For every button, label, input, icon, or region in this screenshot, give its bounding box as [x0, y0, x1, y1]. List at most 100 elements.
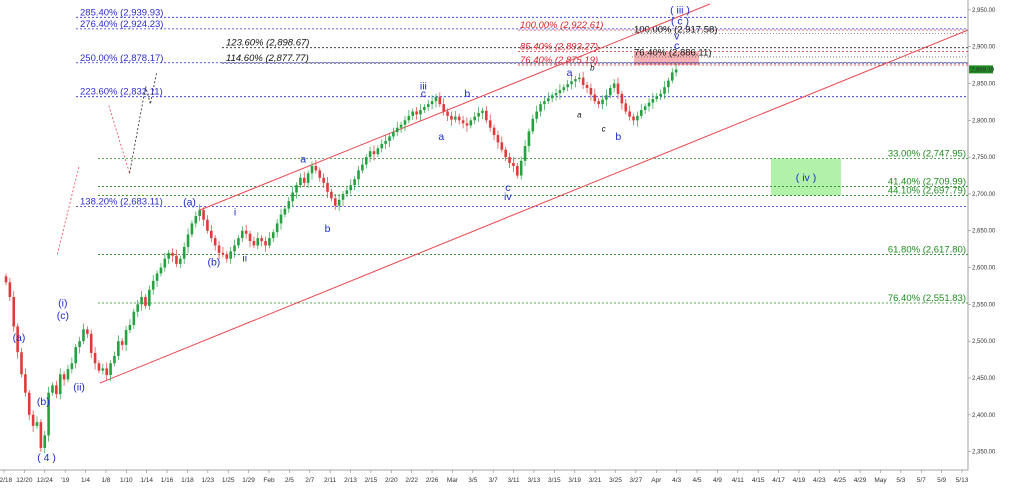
wave-label-small-2: c — [602, 124, 606, 133]
candle-body-76 — [299, 177, 302, 186]
candle-body-118 — [461, 120, 465, 124]
candle-body-48 — [190, 223, 194, 235]
x-tick-label-45: 5/7 — [917, 477, 926, 484]
fib-black-label-0: 123.60% (2,898.67) — [226, 38, 309, 49]
candle-body-44 — [175, 255, 178, 264]
candle-body-156 — [608, 87, 612, 96]
wave-label-10: a — [300, 153, 306, 165]
candle-body-37 — [148, 289, 151, 306]
candle-body-39 — [155, 273, 159, 281]
fib-red-label-2: 76.40% (2,875.19) — [520, 55, 598, 66]
candle-body-34 — [136, 304, 140, 312]
candle-body-49 — [194, 216, 198, 224]
candle-body-124 — [485, 110, 488, 121]
candle-body-55 — [217, 245, 221, 253]
candle-body-105 — [411, 111, 415, 116]
candle-body-158 — [616, 83, 620, 94]
wave-label-11: b — [325, 223, 331, 235]
candle-body-46 — [182, 246, 186, 259]
x-tick-label-1: 12/20 — [16, 477, 33, 484]
candle-body-0 — [4, 276, 8, 283]
x-tick-label-21: 2/26 — [426, 477, 439, 484]
x-tick-label-8: 1/16 — [161, 477, 174, 484]
candle-body-93 — [364, 157, 368, 165]
fib-blue-label-3: 223.60% (2,832.11) — [80, 87, 163, 98]
candle-body-13 — [55, 385, 58, 395]
candle-body-14 — [58, 374, 62, 395]
x-tick-label-40: 4/23 — [813, 477, 826, 484]
candle-body-51 — [202, 210, 205, 220]
candle-body-12 — [51, 385, 54, 393]
candle-body-1 — [8, 282, 12, 297]
target-box-green — [771, 158, 841, 196]
x-tick-label-19: 2/20 — [385, 477, 398, 484]
candle-body-32 — [128, 324, 132, 331]
candle-body-117 — [457, 116, 461, 121]
connector-i-ii — [56, 165, 80, 255]
candle-body-128 — [500, 142, 504, 150]
x-tick-label-6: 1/10 — [120, 477, 133, 484]
candle-body-88 — [345, 190, 349, 194]
candle-body-107 — [419, 110, 422, 115]
x-tick-label-7: 1/14 — [140, 477, 153, 484]
axes: 2,350.00 2,400.00 2,450.00 2,500.00 2,550.00… — [0, 0, 996, 484]
candle-body-42 — [167, 252, 170, 259]
candle-body-171 — [667, 80, 670, 88]
candle-body-111 — [434, 96, 438, 102]
candle-body-108 — [423, 107, 426, 111]
candle-body-144 — [562, 87, 566, 91]
last-price-label: 2,869.19 — [971, 67, 995, 73]
candle-body-9 — [39, 422, 43, 448]
wave-iv-target-label: ( iv ) — [796, 172, 816, 184]
x-tick-label-27: 3/15 — [548, 477, 561, 484]
channel-lower-line — [99, 29, 969, 384]
candle-body-134 — [523, 146, 527, 161]
wave-label-5: (ii) — [73, 381, 85, 393]
candle-body-30 — [120, 341, 124, 345]
candle-body-66 — [260, 238, 263, 242]
x-tick-label-35: 4/9 — [713, 477, 722, 484]
candle-body-135 — [527, 131, 531, 147]
candle-body-19 — [78, 341, 81, 348]
candle-body-106 — [415, 111, 418, 115]
candle-body-11 — [47, 392, 50, 436]
connector-c-ends — [129, 71, 158, 174]
candle-body-94 — [368, 151, 372, 158]
y-tick-label-8: 2,750.00 — [972, 155, 996, 161]
candle-body-143 — [558, 90, 562, 94]
fib-red-label-0: 100.00% (2,922.61) — [520, 20, 603, 31]
wave-label-9: ii — [242, 253, 247, 265]
wave-label-15: b — [464, 88, 470, 100]
x-tick-label-28: 3/19 — [568, 477, 581, 484]
wave-label-20: v — [674, 30, 680, 42]
y-tick-label-9: 2,800.00 — [972, 118, 996, 124]
candle-body-61 — [240, 230, 244, 239]
x-tick-label-32: Apr — [651, 477, 662, 484]
candle-body-52 — [206, 219, 209, 231]
candle-body-173 — [674, 69, 678, 73]
candle-body-99 — [388, 136, 391, 141]
x-tick-label-14: 2/5 — [285, 477, 294, 484]
candle-body-47 — [186, 234, 190, 247]
candle-body-38 — [151, 280, 155, 290]
fib-blue-label-1: 276.40% (2,924.23) — [80, 19, 163, 30]
candle-body-15 — [62, 374, 66, 380]
candle-body-96 — [376, 148, 380, 155]
wave-label-18: a — [567, 67, 573, 79]
y-tick-label-1: 2,400.00 — [972, 413, 996, 419]
candle-body-150 — [585, 84, 589, 88]
wave-label-16: c — [505, 182, 510, 194]
candle-body-57 — [225, 254, 229, 259]
wave-label-19: b — [615, 131, 621, 143]
candle-body-130 — [508, 157, 511, 164]
y-tick-label-5: 2,600.00 — [972, 266, 996, 272]
candle-body-59 — [233, 245, 236, 252]
candle-body-98 — [384, 140, 387, 144]
x-tick-label-16: 2/11 — [324, 477, 337, 484]
fib-red-label-1: 85.40% (2,893.27) — [520, 42, 598, 53]
y-tick-label-12: 2,950.00 — [972, 8, 996, 14]
candle-body-168 — [655, 96, 659, 99]
wave-label-23: ( c ) — [671, 16, 689, 28]
x-tick-label-33: 4/3 — [672, 477, 681, 484]
fib-green-label-2: 44.10% (2,697.79) — [888, 186, 966, 197]
